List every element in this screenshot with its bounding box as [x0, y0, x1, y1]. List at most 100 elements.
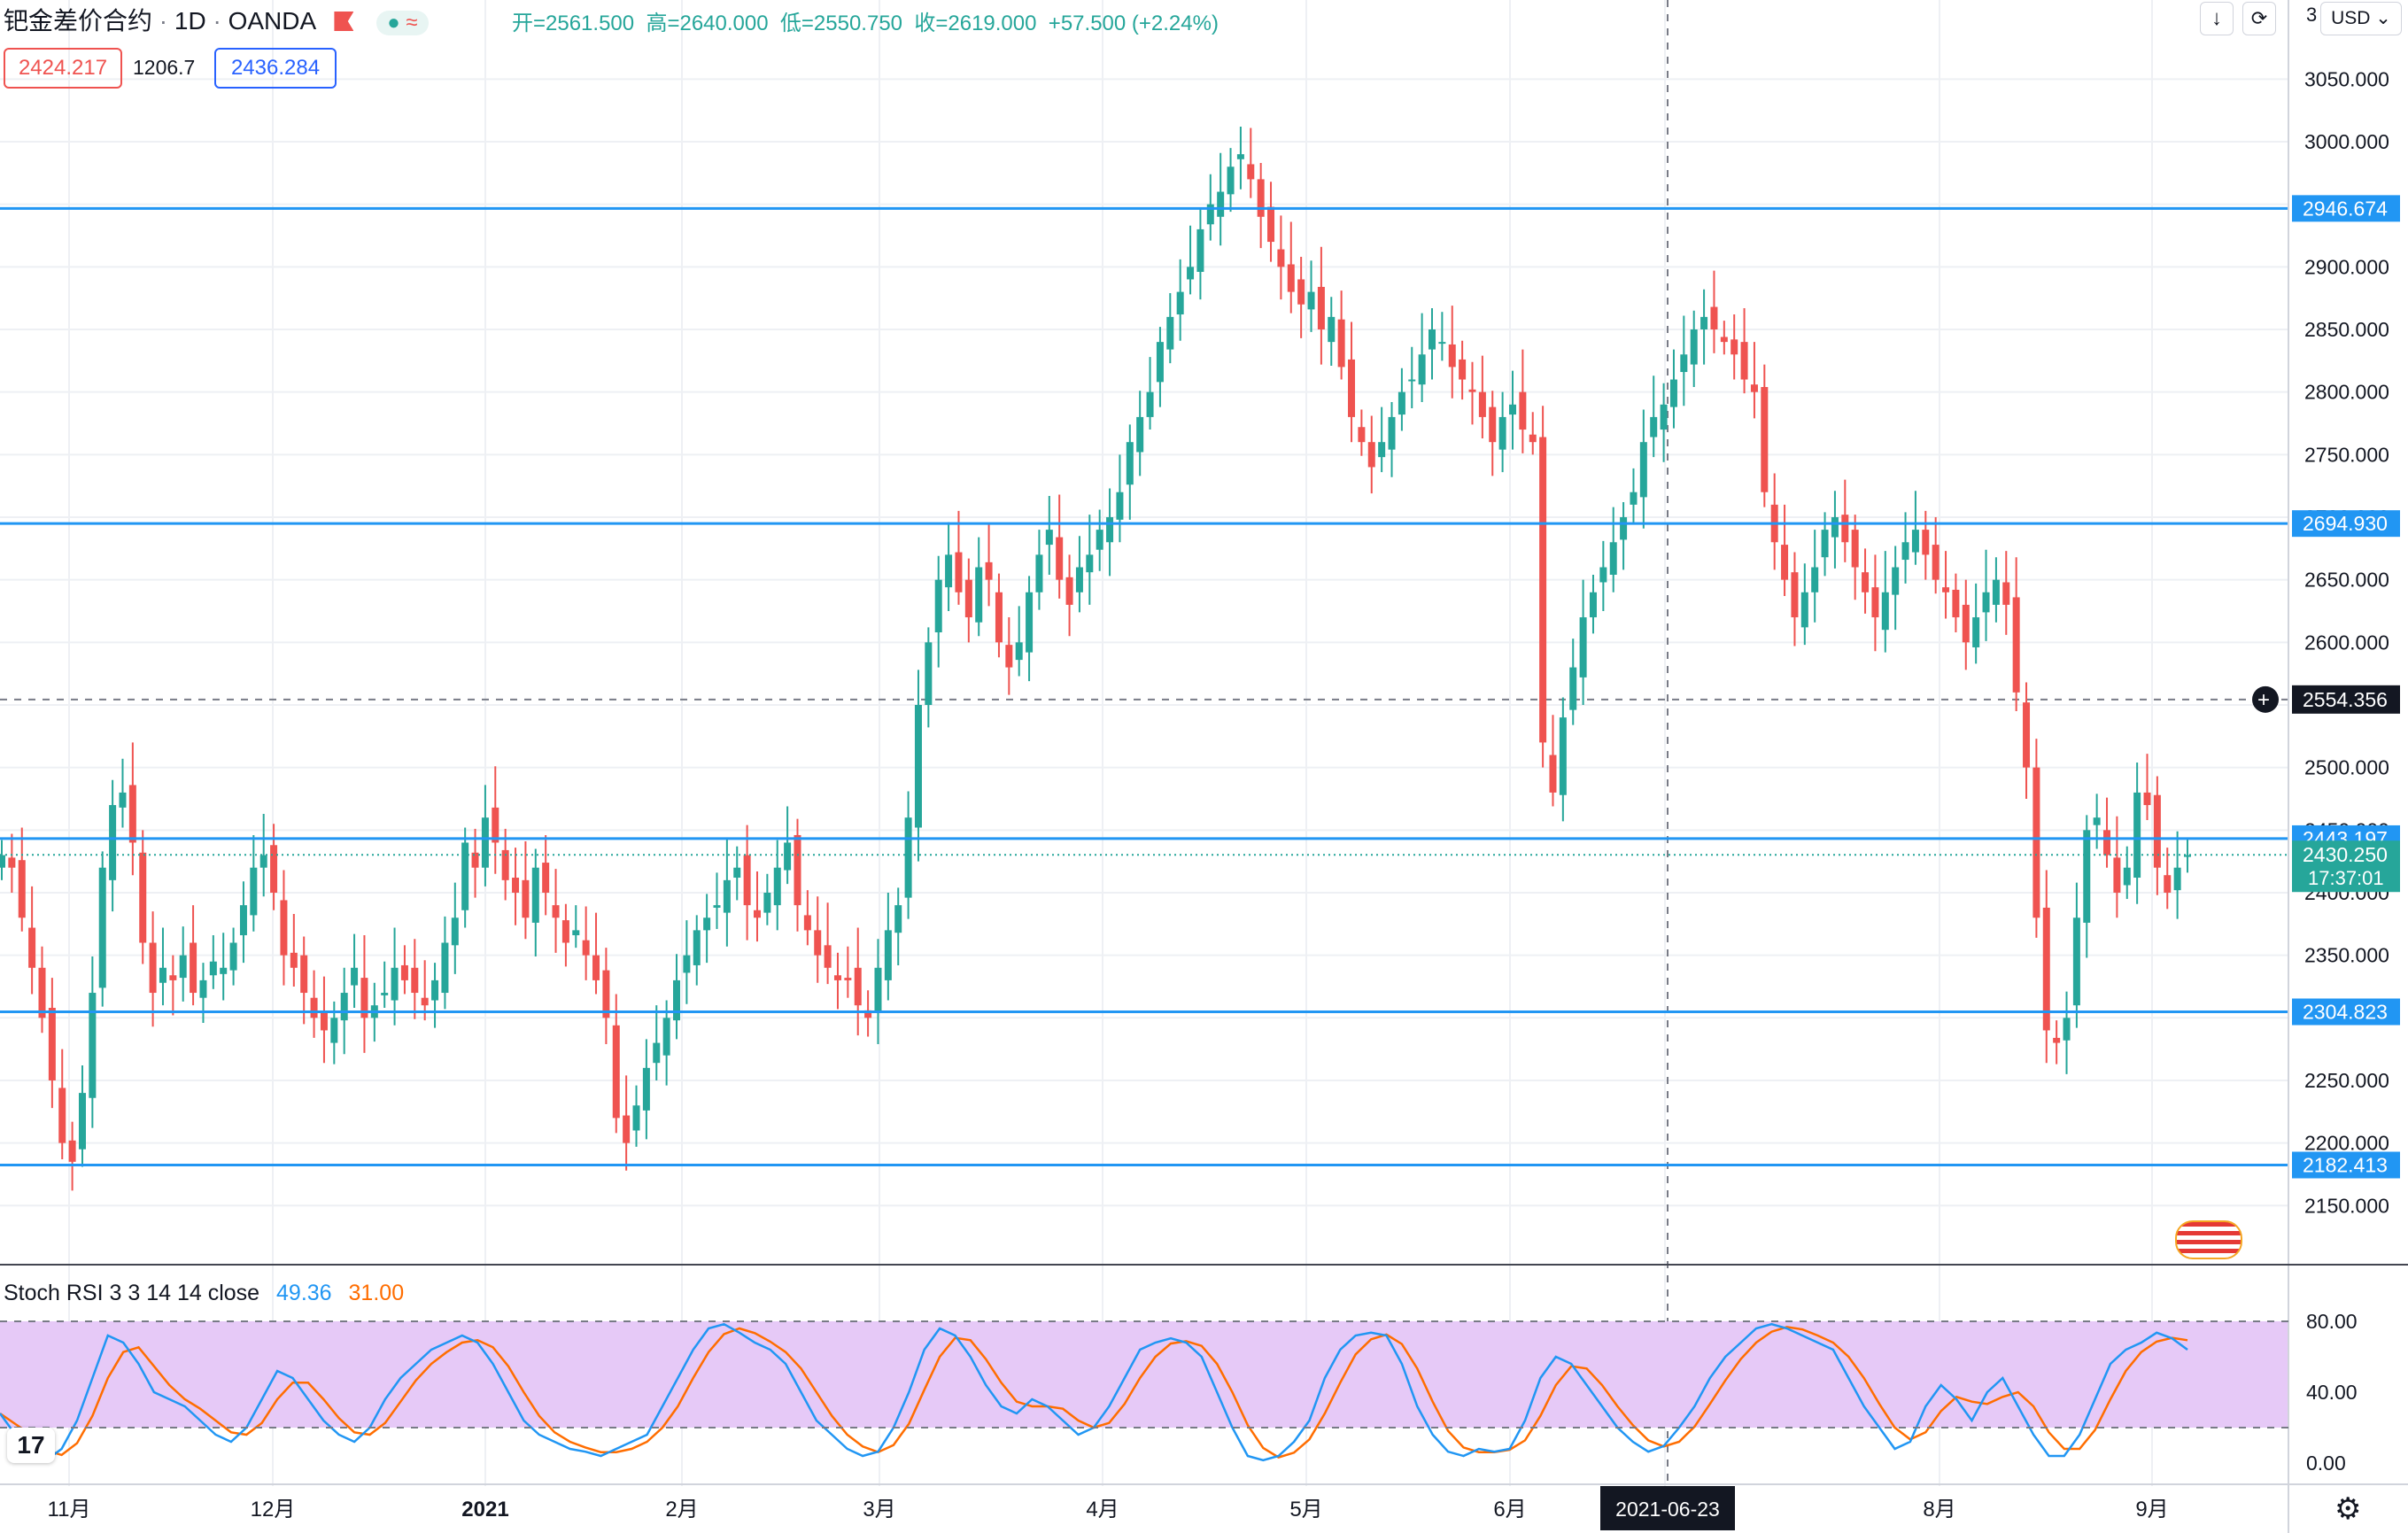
candle-body [89, 993, 97, 1098]
candle-body [1418, 354, 1426, 385]
candle-body [391, 967, 399, 1001]
candle-body [1881, 592, 1889, 631]
tradingview-logo[interactable]: 17 [7, 1428, 55, 1463]
time-tick-label: 12月 [251, 1498, 296, 1521]
candle-body [561, 920, 569, 943]
stoch-band [0, 1321, 2288, 1428]
candle-body [1731, 339, 1738, 355]
candle-body [2002, 582, 2010, 605]
candle-body [1065, 577, 1073, 605]
candle-body [1328, 316, 1336, 343]
candle-body [229, 942, 237, 971]
candle-body [713, 905, 721, 908]
candle-body [360, 978, 368, 1018]
candle-body [632, 1105, 640, 1131]
download-icon[interactable]: ↓ [2200, 2, 2234, 35]
candle-body [2063, 1018, 2071, 1041]
candle-body [8, 857, 16, 868]
candle-body [351, 967, 359, 986]
candle-body [2113, 857, 2121, 893]
candle-body [602, 970, 610, 1018]
candle-body [1196, 228, 1204, 272]
candle-body [1811, 567, 1819, 592]
candle-body [1267, 206, 1275, 243]
candle-body [330, 1018, 338, 1043]
currency-prefix: 3 [2306, 4, 2318, 26]
candle-body [400, 964, 408, 980]
gear-icon[interactable]: ⚙ [2334, 1492, 2362, 1526]
candle-body [139, 852, 147, 943]
candle-body [693, 930, 701, 965]
candle-body [1620, 516, 1628, 540]
bid-button[interactable]: 2424.217 [4, 48, 122, 89]
candle-body [964, 579, 972, 618]
candle-body [18, 860, 26, 918]
price-tick-label: 2200.000 [2304, 1132, 2389, 1155]
candle-body [1579, 617, 1587, 677]
market-status-icon[interactable]: ● ≈ [376, 11, 429, 35]
candle-body [1056, 537, 1064, 580]
symbol-title[interactable]: 钯金差价合约 [4, 7, 153, 35]
candle-body [975, 567, 983, 623]
candle-body [1690, 329, 1698, 365]
indicator-legend[interactable]: Stoch RSI 3 3 14 14 close 49.36 31.00 [4, 1281, 404, 1306]
candle-body [1307, 291, 1315, 310]
candle-body [1257, 179, 1265, 217]
ask-button[interactable]: 2436.284 [214, 48, 337, 89]
time-tick-label: 6月 [1493, 1498, 1526, 1521]
candle-body [1489, 406, 1497, 443]
candle-body [1096, 530, 1103, 550]
time-tick-label: 5月 [1289, 1498, 1322, 1521]
us-flag-icon[interactable] [2175, 1220, 2242, 1259]
candle-body [1972, 617, 1980, 647]
candle-body [572, 930, 580, 936]
hline-price-label: 2694.930 [2303, 512, 2388, 535]
last-price-tag [2292, 840, 2400, 893]
candle-body [1609, 542, 1617, 576]
currency-selector[interactable]: USD ⌄ [2320, 2, 2402, 35]
stoch-axis-label: 40.00 [2306, 1381, 2358, 1404]
price-tick-label: 2600.000 [2304, 631, 2389, 654]
candle-body [1317, 286, 1325, 329]
candle-body [1459, 359, 1467, 380]
candle-body [179, 955, 187, 979]
candle-body [109, 805, 117, 880]
time-tick-label: 4月 [1086, 1498, 1119, 1521]
candle-body [512, 878, 520, 893]
candle-body [411, 967, 419, 994]
candle-body [1247, 164, 1255, 180]
candle-body [612, 1025, 620, 1119]
candle-body [1126, 442, 1134, 485]
fullscreen-icon[interactable]: ⟳ [2242, 2, 2276, 35]
price-tick-label: 2750.000 [2304, 443, 2389, 466]
candle-body [431, 979, 439, 1001]
candle-body [501, 849, 509, 880]
candle-body [531, 867, 539, 923]
price-tick-label: 3050.000 [2304, 67, 2389, 90]
candle-body [1821, 530, 1829, 558]
candle-body [1599, 567, 1607, 583]
candle-body [1035, 554, 1043, 592]
candle-body [723, 879, 731, 913]
candles [0, 127, 2191, 1191]
countdown-label: 17:37:01 [2308, 867, 2384, 889]
candle-body [1277, 249, 1285, 267]
chevron-down-icon: ⌄ [2375, 8, 2391, 28]
candle-body [2053, 1037, 2061, 1043]
interval-label[interactable]: 1D [174, 7, 206, 35]
candle-body [1005, 645, 1013, 668]
candle-body [2083, 830, 2091, 923]
candle-body [1378, 442, 1386, 458]
candle-body [2042, 907, 2050, 1031]
crosshair-price-tag [2292, 685, 2400, 714]
candle-body [1569, 667, 1577, 710]
candle-body [1529, 434, 1537, 443]
candle-body [1781, 545, 1789, 580]
spread-value: 1206.7 [133, 56, 196, 79]
candle-body [441, 942, 449, 994]
candle-body [814, 930, 822, 956]
indicator-name: Stoch RSI 3 3 14 14 close [4, 1281, 260, 1305]
candle-body [199, 979, 207, 998]
candle-body [1680, 354, 1688, 373]
